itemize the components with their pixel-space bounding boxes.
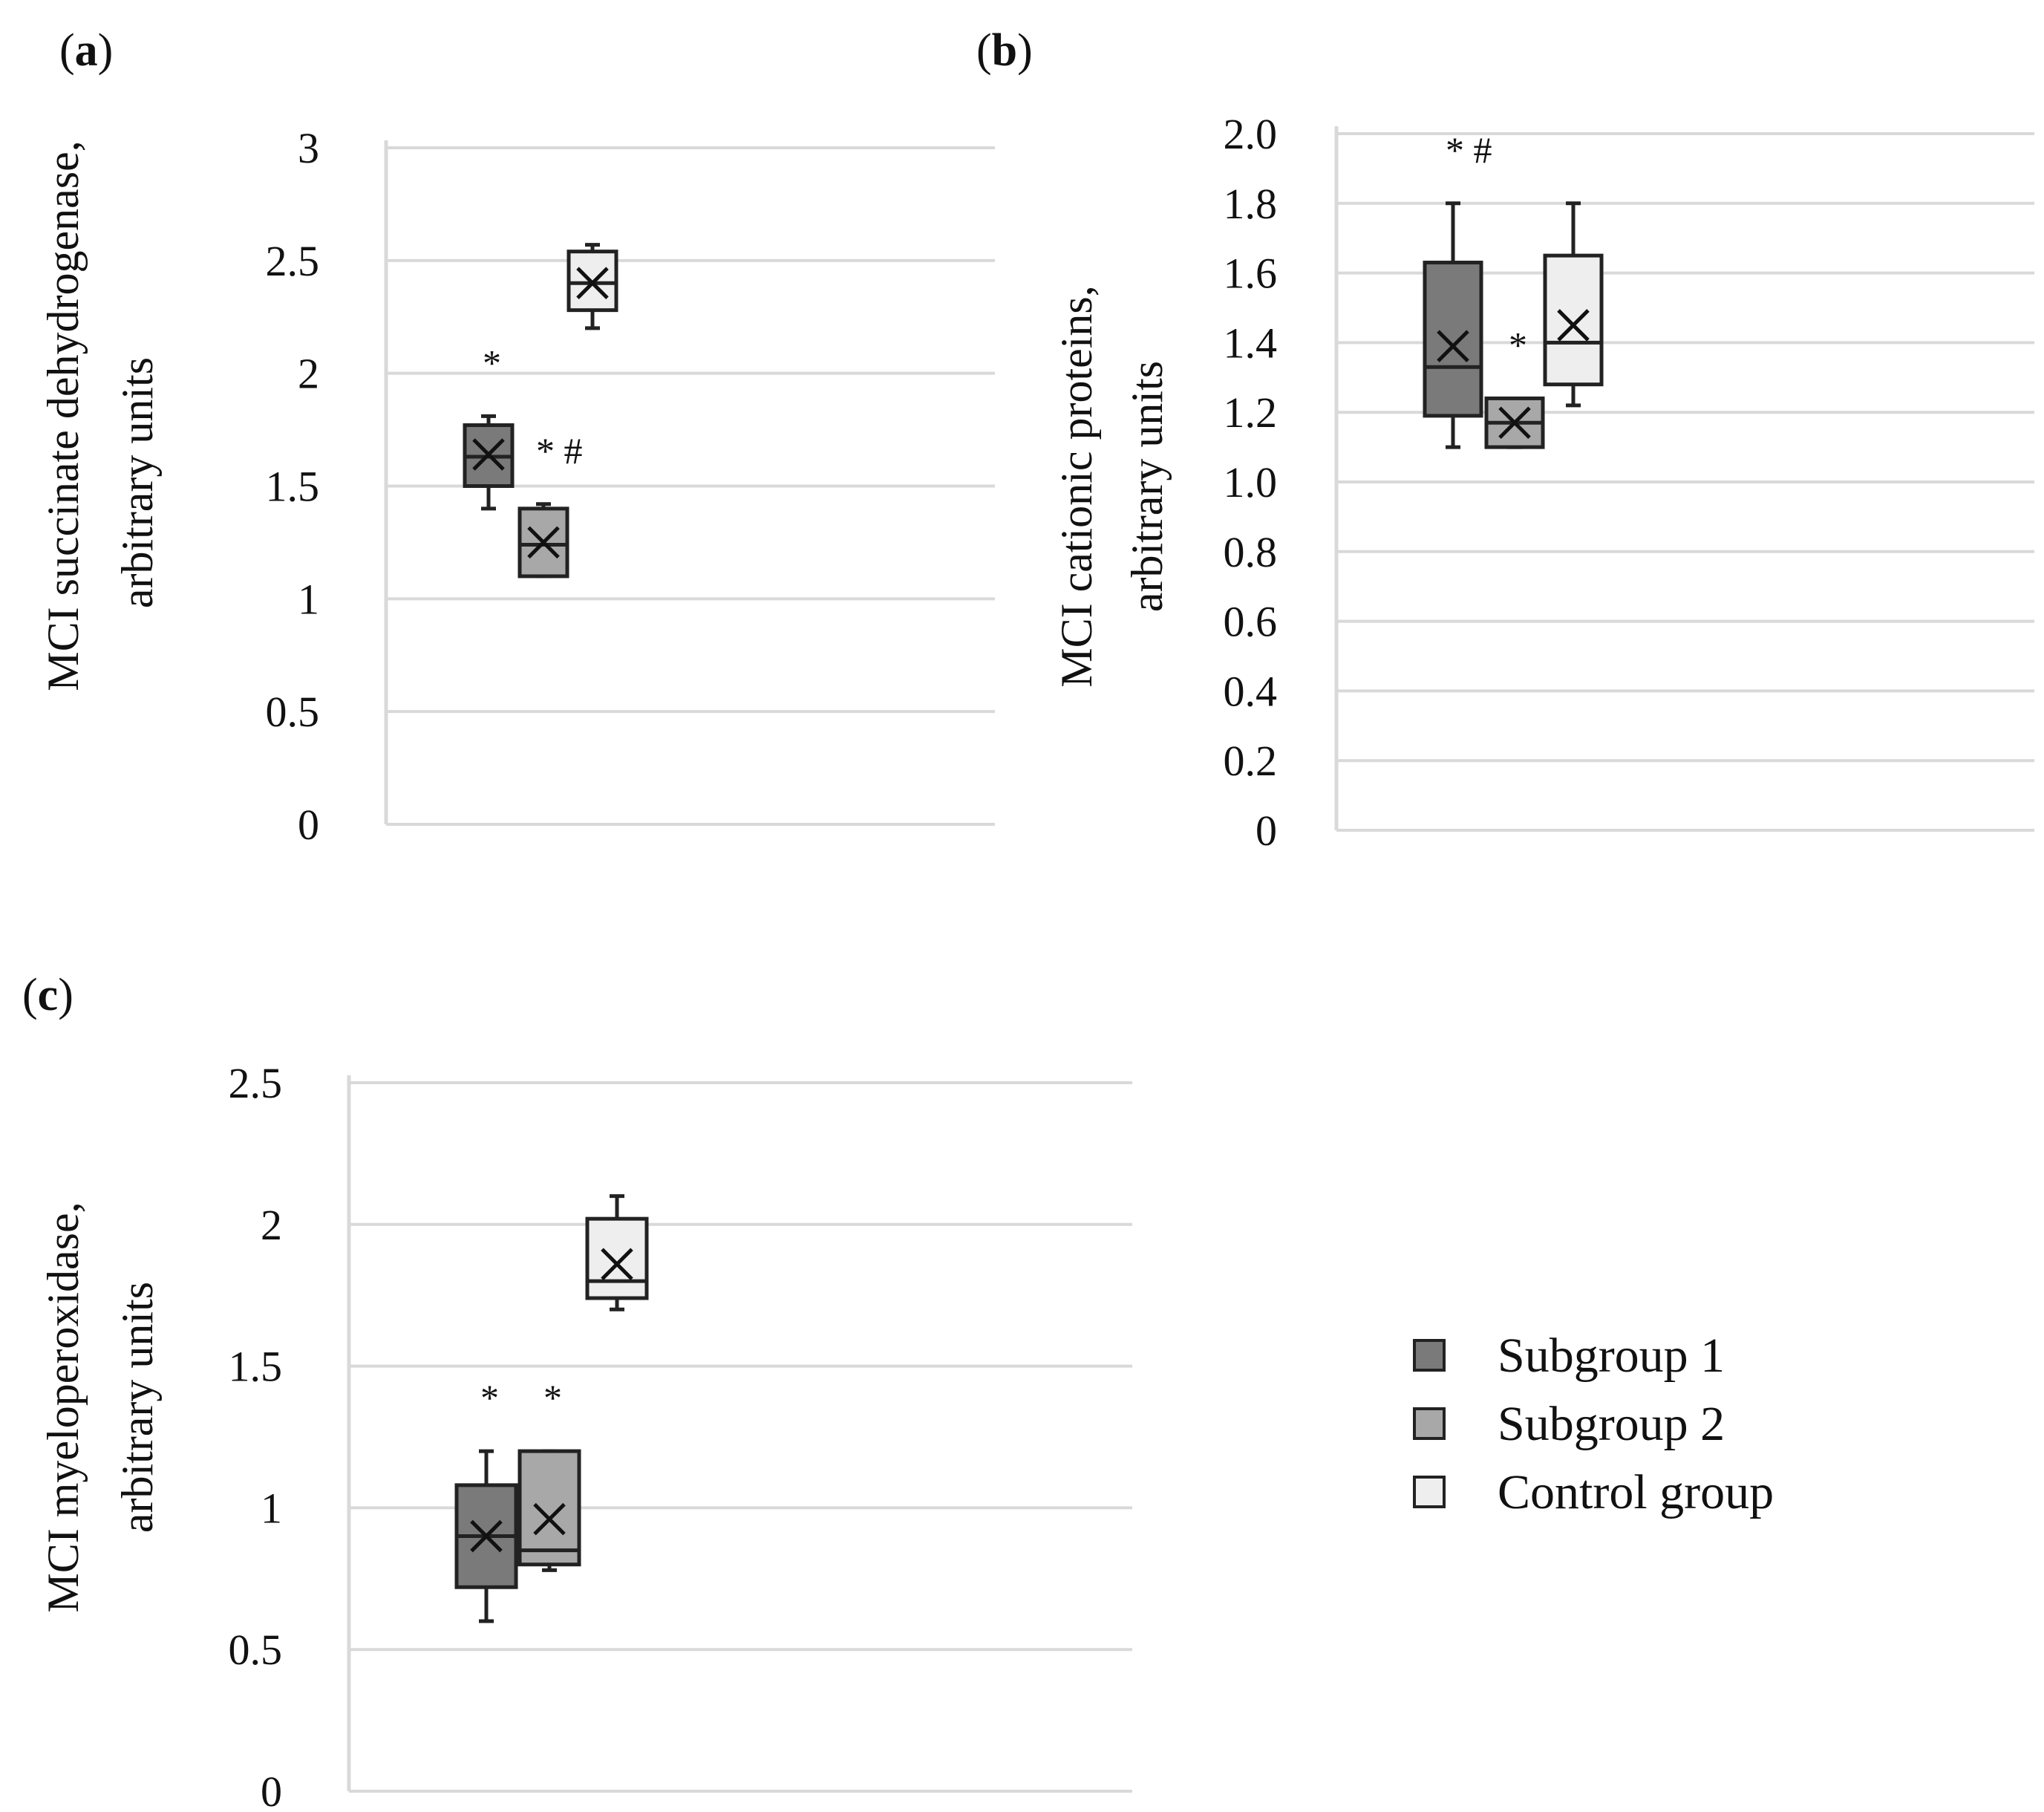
significance-marker: * # — [1446, 129, 1492, 171]
y-tick-label: 1.5 — [229, 1343, 283, 1391]
y-tick-label: 2.0 — [1224, 110, 1278, 158]
y-tick-label: 0.5 — [266, 688, 320, 736]
significance-marker: * — [483, 342, 501, 383]
y-tick-label: 1.5 — [266, 463, 320, 511]
y-axis-label: arbitrary units — [113, 357, 162, 608]
box-subgroup1: * # — [1423, 129, 1492, 449]
mean-marker — [1498, 406, 1531, 440]
box-iqr — [1543, 253, 1604, 387]
y-tick-label: 2.5 — [266, 237, 320, 285]
y-tick-label: 0 — [261, 1767, 282, 1812]
y-axis-label: MCI cationic proteins, — [1052, 285, 1101, 688]
significance-marker: * — [543, 1377, 562, 1418]
box-subgroup2: * # — [517, 430, 583, 579]
mean-marker — [1437, 330, 1469, 362]
box-subgroup1: * — [454, 1377, 518, 1623]
significance-marker: * — [480, 1377, 499, 1418]
panel-c: (c) 0 0.5 1 1.5 2 2.5 MCI myeloperoxidase, arbit… — [22, 970, 1132, 1812]
y-tick-label: 0.5 — [229, 1626, 283, 1674]
y-axis-label: MCI succinate dehydrogenase, — [39, 140, 88, 691]
panel-a: (a) 0 0.5 1 1.5 2 2.5 3 MCI succinate dehydrogen… — [39, 25, 995, 849]
y-axis-label: arbitrary units — [1123, 361, 1172, 612]
panel-label: (a) — [59, 25, 113, 76]
y-tick-label: 1.0 — [1224, 458, 1278, 506]
y-tick-label: 0 — [298, 801, 319, 849]
box-subgroup1: * — [463, 342, 515, 511]
mean-marker — [576, 267, 609, 299]
y-tick-label: 0.4 — [1224, 667, 1278, 715]
box-control — [1543, 201, 1604, 408]
box-subgroup2: * — [1484, 324, 1545, 449]
significance-marker: * — [1509, 324, 1527, 365]
legend: Subgroup 1 Subgroup 2 Control group — [1413, 1329, 1774, 1519]
legend-label: Subgroup 1 — [1498, 1329, 1725, 1383]
box-iqr — [585, 1216, 649, 1300]
y-tick-label: 2 — [298, 350, 319, 398]
legend-label: Control group — [1498, 1465, 1774, 1519]
significance-marker: * # — [536, 430, 583, 472]
y-tick-label: 0.8 — [1224, 528, 1278, 576]
y-tick-label: 1.4 — [1224, 319, 1278, 367]
y-tick-label: 1 — [261, 1484, 282, 1532]
box-control — [566, 243, 618, 330]
legend-swatch — [1413, 1476, 1446, 1508]
y-tick-label: 1.2 — [1224, 388, 1278, 437]
mean-marker — [601, 1248, 633, 1280]
box-iqr — [1423, 261, 1483, 418]
y-tick-label: 2.5 — [229, 1059, 283, 1107]
mean-marker — [470, 1519, 503, 1553]
y-tick-label: 0.2 — [1224, 737, 1278, 785]
y-axis-label: arbitrary units — [113, 1282, 162, 1533]
legend-swatch — [1413, 1407, 1446, 1440]
y-tick-label: 3 — [298, 124, 319, 172]
legend-swatch — [1413, 1339, 1446, 1372]
y-tick-label: 1.6 — [1224, 250, 1278, 298]
y-tick-label: 1.8 — [1224, 180, 1278, 228]
box-iqr — [517, 1449, 581, 1567]
y-tick-label: 2 — [261, 1201, 282, 1249]
y-tick-label: 0.6 — [1224, 598, 1278, 646]
y-tick-label: 0 — [1256, 806, 1277, 855]
box-control — [585, 1194, 649, 1311]
mean-marker — [527, 526, 560, 559]
panel-label: (b) — [976, 25, 1033, 76]
y-axis-label: MCI myeloperoxidase, — [39, 1202, 88, 1612]
panel-label: (c) — [22, 970, 74, 1020]
panel-b: (b) 0 0.2 0.4 0.6 0.8 1.0 1.2 1.4 1.6 1.8 2.0 MCI ca… — [976, 25, 2034, 855]
y-tick-label: 1 — [298, 575, 319, 623]
legend-label: Subgroup 2 — [1498, 1397, 1725, 1451]
mean-marker — [533, 1502, 566, 1536]
mean-marker — [1557, 309, 1590, 342]
box-subgroup2: * — [517, 1377, 581, 1572]
mean-marker — [472, 438, 505, 471]
